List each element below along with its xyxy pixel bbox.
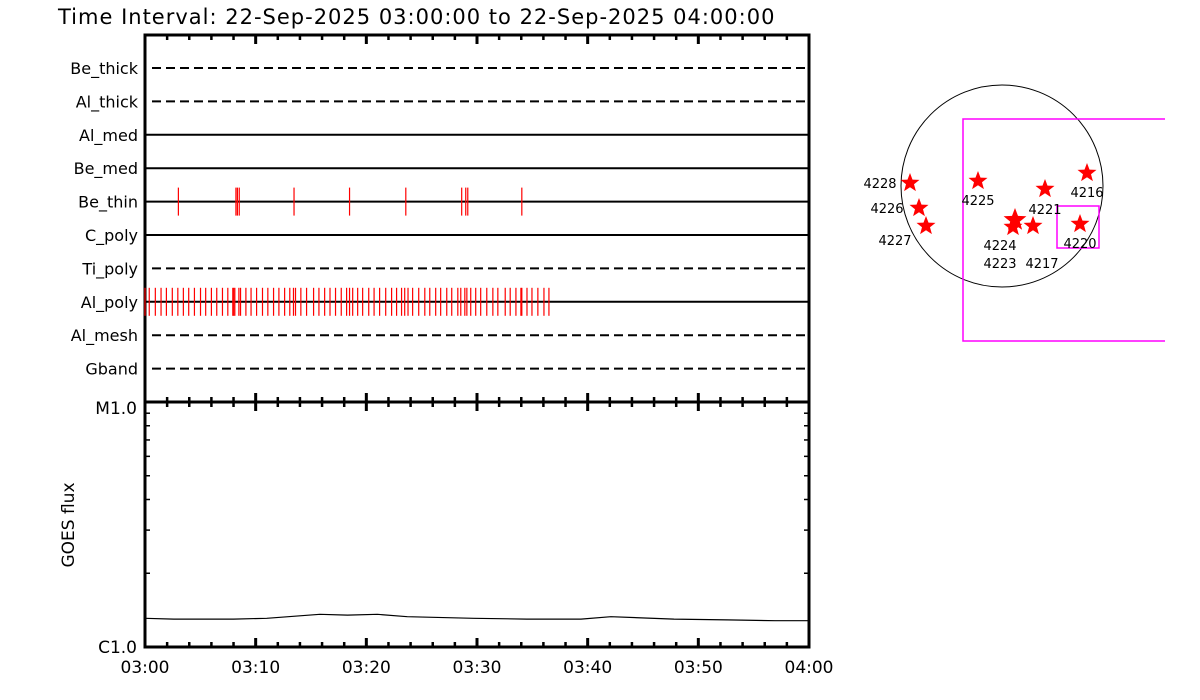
filter-timeline-panel: Be_thick Al_thick Al_med Be_med Be_thin C_pol… (70, 33, 811, 647)
solar-limb (900, 84, 1104, 288)
row-label-al_poly: Al_poly (81, 293, 138, 313)
row-label-be_med: Be_med (74, 159, 138, 179)
ar-label-4221: 4221 (1028, 203, 1061, 218)
goes-flux-line (144, 613, 809, 622)
ar-label-4220: 4220 (1063, 237, 1096, 252)
ar-label-4217: 4217 (1025, 257, 1058, 272)
ar-label-4227: 4227 (878, 234, 911, 249)
goes-ylabel: GOES flux (59, 482, 79, 567)
xtick-label: 03:00 (121, 658, 170, 678)
ar-star-marker-4217 (1023, 216, 1043, 235)
goes-flux-panel: GOES flux M1.0 C1.0 (59, 399, 811, 658)
ytick-label-m1: M1.0 (95, 399, 137, 419)
ytick-label-c1: C1.0 (98, 638, 137, 658)
ar-star-marker-4226 (909, 198, 929, 217)
fov-large (962, 118, 1165, 342)
row-label-c_poly: C_poly (85, 226, 138, 246)
row-label-gband: Gband (85, 360, 138, 379)
ar-star-marker-4221 (1035, 179, 1055, 198)
xtick-label: 03:50 (674, 658, 723, 678)
xtick-label: 03:30 (453, 658, 502, 678)
row-label-al_thick: Al_thick (76, 92, 139, 112)
row-label-be_thin: Be_thin (78, 193, 138, 213)
ar-star-marker-4225 (968, 171, 988, 190)
ar-star-marker-4228 (900, 173, 920, 192)
timeline-frame (143, 33, 811, 404)
solar-disk-map: 4228 4226 4227 4225 4221 4216 4220 4224 4223 4217 (863, 84, 1165, 342)
ar-label-4223: 4223 (983, 257, 1016, 272)
ar-label-4225: 4225 (961, 194, 994, 209)
row-label-be_thick: Be_thick (70, 59, 138, 79)
fov-small (1056, 205, 1100, 249)
ar-star-marker-4224 (1003, 208, 1027, 230)
ar-label-4216: 4216 (1070, 186, 1103, 201)
ar-star-marker-4227 (916, 216, 936, 235)
ar-label-4224: 4224 (983, 239, 1016, 254)
ar-star-marker-4223 (1003, 217, 1023, 236)
row-label-al_mesh: Al_mesh (71, 326, 138, 346)
ar-star-marker-4216 (1077, 163, 1097, 182)
ar-label-4226: 4226 (870, 202, 903, 217)
xtick-label: 03:20 (342, 658, 391, 678)
goes-frame (143, 400, 811, 649)
ar-star-marker-4220 (1070, 214, 1090, 233)
xtick-label: 04:00 (785, 658, 834, 678)
xtick-label: 03:10 (231, 658, 280, 678)
row-label-al_med: Al_med (79, 126, 138, 146)
xtick-label: 03:40 (563, 658, 612, 678)
row-label-ti_poly: Ti_poly (81, 259, 138, 279)
ar-label-4228: 4228 (863, 177, 896, 192)
x-axis-tick-labels: 03:00 03:10 03:20 03:30 03:40 03:50 04:00 (121, 658, 834, 678)
plot-title: Time Interval: 22-Sep-2025 03:00:00 to 2… (57, 5, 775, 29)
